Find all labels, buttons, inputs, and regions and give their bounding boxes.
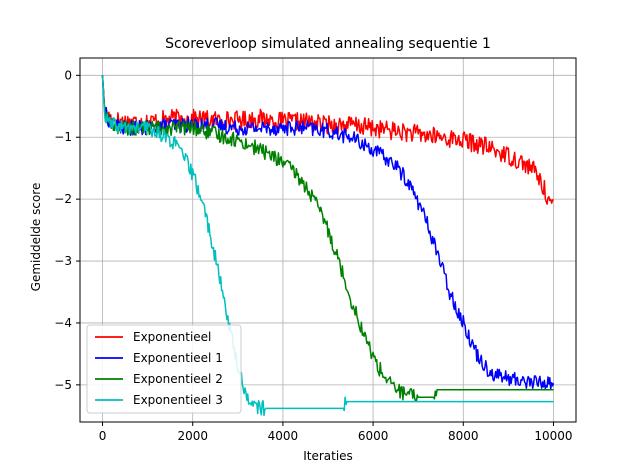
series-group: [101, 75, 555, 417]
x-tick-label-4: 8000: [448, 429, 479, 443]
x-tick-label-2: 4000: [268, 429, 299, 443]
y-tick-label-3: −3: [54, 254, 72, 268]
legend-label-2: Exponentieel 2: [133, 372, 223, 386]
x-tick-label-5: 10000: [534, 429, 572, 443]
x-tick-label-3: 6000: [358, 429, 389, 443]
legend-box: [86, 324, 242, 414]
y-axis-title: Gemiddelde score: [29, 183, 43, 292]
x-tick-label-1: 2000: [177, 429, 208, 443]
series-line-1: [101, 75, 555, 390]
chart-title: Scoreverloop simulated annealing sequent…: [165, 36, 491, 52]
series-line-2: [101, 75, 554, 403]
legend-label-3: Exponentieel 3: [133, 393, 223, 407]
legend: Exponentieel Exponentieel 1 Exponentieel 2…: [86, 324, 242, 414]
y-tick-label-4: −4: [54, 316, 72, 330]
legend-label-1: Exponentieel 1: [133, 351, 223, 365]
y-tick-label-0: 0: [64, 68, 72, 82]
x-tick-label-0: 0: [99, 429, 107, 443]
y-tick-label-1: −1: [54, 130, 72, 144]
y-tick-label-2: −2: [54, 192, 72, 206]
legend-label-0: Exponentieel: [133, 330, 211, 344]
y-tick-label-5: −5: [54, 378, 72, 392]
series-line-3: [101, 75, 554, 417]
plot-area: 0 2000 4000 6000 8000 10000 0 −1 −2 −3 −4 −5: [54, 57, 577, 443]
axes-frame: [79, 57, 577, 423]
x-axis-title: Iteraties: [303, 449, 353, 463]
series-line-0: [101, 75, 554, 205]
